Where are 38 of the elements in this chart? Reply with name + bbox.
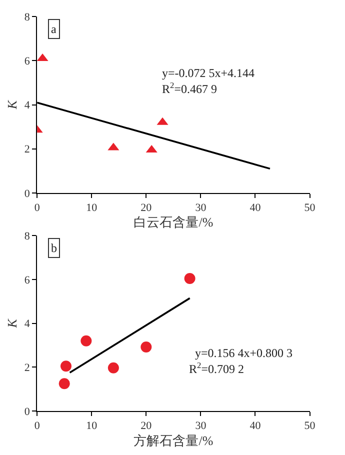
annotation: y=-0.072 5x+4.144 (162, 66, 255, 80)
y-tick-label: 0 (24, 406, 30, 418)
y-tick-label: 0 (24, 188, 30, 200)
x-tick-label: 50 (304, 420, 316, 432)
annotation: R$^{2}$=0.709 2 (189, 361, 244, 376)
y-tick-label: 4 (24, 318, 30, 330)
x-tick-label: 30 (195, 202, 207, 214)
y-tick-label: 6 (24, 56, 30, 68)
annotation: R$^{2}$=0.467 9 (162, 81, 217, 96)
x-tick-label: 20 (140, 420, 152, 432)
y-tick-label: 6 (24, 274, 30, 286)
y-tick-label: 2 (24, 144, 30, 156)
y-tick-label: 4 (24, 100, 30, 112)
y-tick-label: 8 (24, 230, 30, 243)
x-tick-label: 30 (195, 420, 207, 432)
x-tick-label: 40 (250, 202, 262, 214)
point (60, 360, 72, 372)
x-tick-label: 0 (34, 202, 40, 214)
x-tick-label: 10 (86, 202, 98, 214)
annotation: a (51, 22, 57, 36)
point (184, 272, 196, 284)
y-tick-label: 8 (24, 12, 30, 24)
annotation: y=0.156 4x+0.800 3 (195, 346, 293, 360)
y-tick-label: 2 (24, 362, 30, 374)
annotation: b (51, 241, 57, 255)
x-tick-label: 10 (86, 420, 98, 432)
y-axis-title: K (4, 318, 20, 329)
x-axis-title: 方解石含量/% (134, 432, 214, 448)
y-axis-title: K (4, 99, 20, 110)
x-tick-label: 40 (250, 420, 262, 432)
x-tick-label: 0 (34, 420, 40, 432)
point (108, 362, 119, 374)
point (140, 342, 152, 353)
x-tick-label: 20 (140, 202, 152, 214)
point (58, 378, 70, 390)
point (80, 335, 92, 346)
x-tick-label: 50 (304, 202, 316, 214)
x-axis-title: 白云石含量/% (134, 214, 214, 230)
